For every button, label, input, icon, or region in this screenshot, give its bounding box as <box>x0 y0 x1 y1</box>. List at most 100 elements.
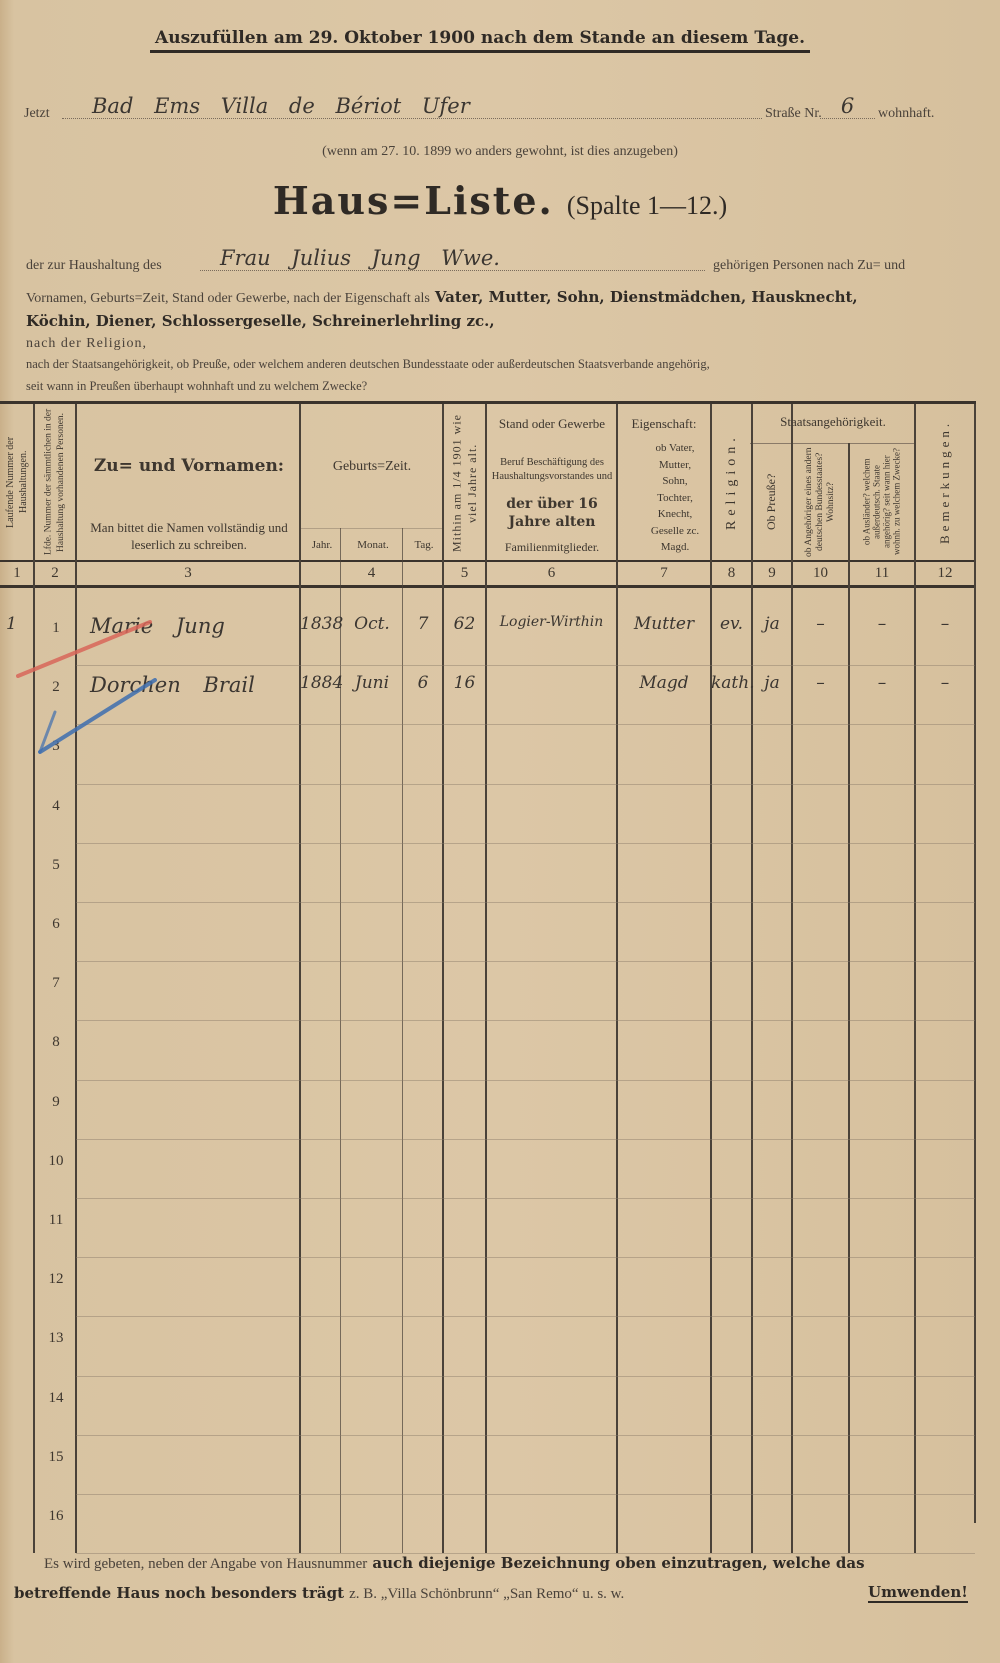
column-rule <box>848 443 850 1553</box>
row-rule <box>76 842 975 844</box>
header-col-3-note: Man bittet die Namen vollständig und les… <box>90 520 288 552</box>
column-rule <box>340 528 341 1553</box>
row-number: 6 <box>52 916 60 932</box>
header-col-7-title: Eigenschaft: <box>631 416 697 431</box>
row-number: 1 <box>52 620 60 636</box>
row-rule <box>76 1079 975 1081</box>
column-number: 4 <box>367 565 376 581</box>
address-field: Bad Ems Villa de Bériot Ufer <box>62 94 762 119</box>
address-prefix: Jetzt <box>24 106 50 121</box>
table-row: 3 <box>0 706 975 785</box>
header-col-4-monat: Monat. <box>357 539 389 551</box>
table-row: 7 <box>0 943 975 1022</box>
table-row: 14 <box>0 1358 975 1436</box>
household-value: Frau Julius Jung Wwe. <box>220 246 500 270</box>
street-number: 6 <box>840 94 855 118</box>
address-suffix: wohnhaft. <box>878 106 935 121</box>
instructions-line-2: Vornamen, Geburts=Zeit, Stand oder Gewer… <box>26 287 858 307</box>
header-col-6-a: Stand oder Gewerbe <box>498 416 606 431</box>
footer-bold-2: betreffende Haus noch besonders trägt <box>14 1584 345 1602</box>
footer-line-2: betreffende Haus noch besonders trägt z.… <box>14 1583 624 1603</box>
street-label: Straße Nr. <box>765 106 822 121</box>
instructions-bold: Vater, Mutter, Sohn, Dienstmädchen, Haus… <box>434 288 858 306</box>
relation-cell: Mutter <box>633 614 695 634</box>
title-text: Haus=Liste. <box>272 178 554 223</box>
row-number: 7 <box>52 975 60 992</box>
header-staatsangehoerigkeit: Staatsangehörigkeit. <box>780 414 886 429</box>
column-rule <box>914 404 916 1553</box>
occupation-cell: Logier-Wirthin <box>499 614 604 630</box>
header-col-12: Bemerkungen. <box>937 419 953 545</box>
row-number: 13 <box>48 1330 64 1347</box>
row-number: 16 <box>48 1508 64 1524</box>
relation-cell: Magd <box>639 673 689 694</box>
column-number-rule <box>0 585 976 588</box>
footer-plain-2: z. B. „Villa Schönbrunn“ „San Remo“ u. s… <box>349 1586 625 1602</box>
column-rule <box>791 404 793 1553</box>
instructions-plain: Vornamen, Geburts=Zeit, Stand oder Gewer… <box>26 291 430 306</box>
table-row: 2 Dorchen Brail 1884 Juni 6 16 Magd kath. ja – – – <box>0 647 975 726</box>
table-row: 13 <box>0 1298 975 1377</box>
row-rule <box>76 1020 975 1022</box>
address-value: Bad Ems Villa de Bériot Ufer <box>92 94 470 118</box>
other-state-cell: – <box>816 673 825 694</box>
row-rule <box>76 1316 975 1318</box>
instructions-line-6: seit wann in Preußen überhaupt wohnhaft … <box>26 379 368 393</box>
table-row: 16 <box>0 1476 975 1555</box>
household-prefix: der zur Haushaltung des <box>26 258 162 273</box>
birth-sub-rule <box>300 528 443 529</box>
column-number: 9 <box>768 565 776 581</box>
row-rule <box>76 783 975 785</box>
age-cell: 62 <box>453 614 476 634</box>
header-col-10: ob Angehöriger eines andern deutschen Bu… <box>804 447 836 557</box>
birth-month-cell: Oct. <box>354 614 390 634</box>
pencil-marks <box>16 620 157 754</box>
instructions-line-3: Köchin, Diener, Schlossergeselle, Schrei… <box>26 312 495 330</box>
blue-pencil-mark <box>38 678 157 754</box>
column-rule <box>974 404 976 1523</box>
birth-day-cell: 6 <box>417 673 429 694</box>
column-rule <box>33 404 35 1553</box>
previous-address-note: (wenn am 27. 10. 1899 wo anders gewohnt,… <box>322 144 678 159</box>
column-number: 10 <box>813 565 828 581</box>
header-col-6-b: Beruf Beschäftigung des Haushaltungsvors… <box>491 457 613 482</box>
row-rule <box>76 1434 975 1436</box>
prussian-cell: ja <box>764 614 780 634</box>
row-rule <box>76 961 975 963</box>
column-number: 11 <box>874 565 890 581</box>
age-cell: 16 <box>453 673 476 694</box>
column-number: 6 <box>547 565 556 581</box>
table-top-rule <box>0 401 976 404</box>
header-bottom-rule <box>0 560 976 562</box>
blue-pencil-tick <box>38 710 57 754</box>
foreigner-cell: – <box>877 614 887 634</box>
title-sub: (Spalte 1—12.) <box>566 191 728 220</box>
row-number: 5 <box>52 856 60 873</box>
table-row: 12 <box>0 1239 975 1318</box>
header-col-4-jahr: Jahr. <box>311 539 333 551</box>
instructions-line-4: nach der Religion, <box>26 336 148 351</box>
birth-month-cell: Juni <box>354 673 390 694</box>
table-row: 8 <box>0 1002 975 1081</box>
column-rule <box>751 404 753 1553</box>
column-rule <box>299 404 301 1553</box>
table-row: 6 <box>0 884 975 963</box>
column-rule <box>442 404 444 1553</box>
footer-plain-1: Es wird gebeten, neben der Angabe von Ha… <box>44 1556 368 1572</box>
remarks-cell: – <box>940 614 950 634</box>
table-row: 5 <box>0 825 975 903</box>
instruction-heading: Auszufüllen am 29. Oktober 1900 nach dem… <box>150 28 810 53</box>
column-rule <box>75 404 77 1553</box>
form-title: Haus=Liste. (Spalte 1—12.) <box>0 178 1000 223</box>
street-number-field: 6 <box>820 94 875 119</box>
remarks-cell: – <box>940 673 950 694</box>
row-number: 14 <box>48 1389 64 1406</box>
header-col-7-note: ob Vater, Mutter, Sohn, Tochter, Knecht,… <box>650 442 700 553</box>
header-col-9: Ob Preuße? <box>764 473 779 531</box>
header-col-3-title: Zu= und Vornamen: <box>93 456 285 476</box>
row-number: 12 <box>48 1271 64 1288</box>
header-col-11: ob Ausländer? welchem außerdeutsch. Staa… <box>861 448 902 556</box>
column-rule <box>402 528 403 1553</box>
row-number: 3 <box>52 738 60 755</box>
birth-year-cell: 1884 <box>300 673 344 694</box>
